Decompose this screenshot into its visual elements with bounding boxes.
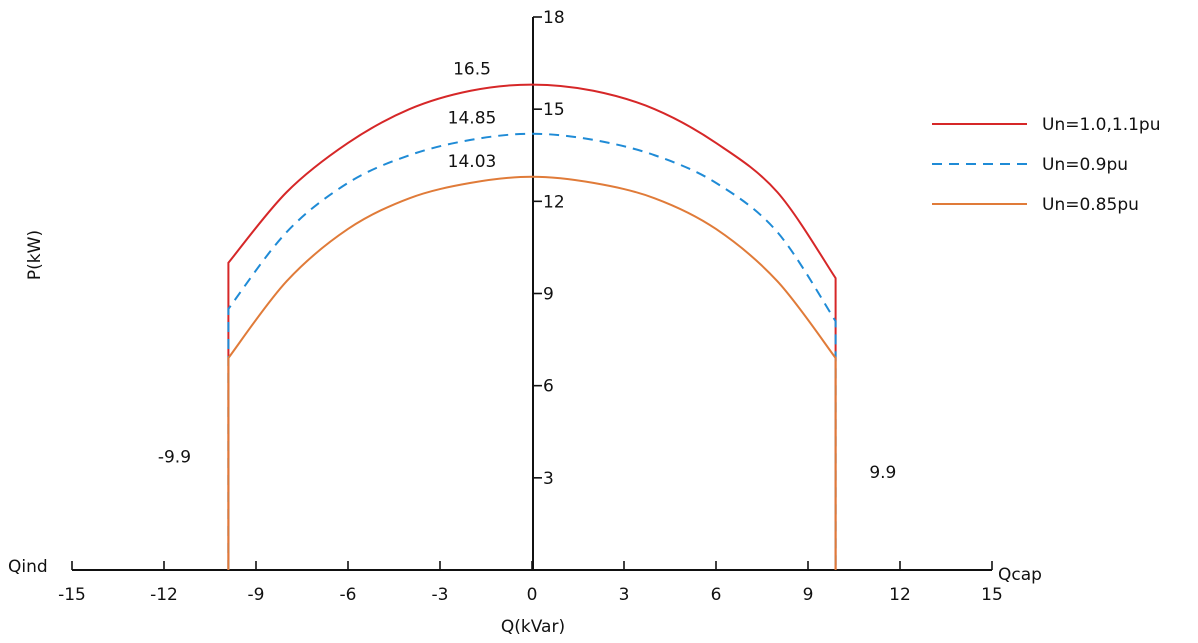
peak-value-label: 14.03 <box>448 152 497 172</box>
x-axis-negative-end-label: Qind <box>8 557 48 577</box>
x-tick-label: 3 <box>619 585 630 605</box>
x-tick-label: 9 <box>803 585 814 605</box>
x-tick-label: 6 <box>711 585 722 605</box>
y-tick-label: 9 <box>543 285 554 305</box>
x-tick-label: -6 <box>340 585 357 605</box>
series-line-3 <box>227 175 837 570</box>
x-tick-label: -3 <box>432 585 449 605</box>
x-axis-positive-end-label: Qcap <box>998 565 1042 585</box>
y-tick-label: 6 <box>543 377 554 397</box>
x-tick-label: 0 <box>527 585 538 605</box>
x-tick-label: 15 <box>981 585 1003 605</box>
y-tick-label: 3 <box>543 469 554 489</box>
peak-value-label: 14.85 <box>448 109 497 129</box>
x-tick-label: 12 <box>889 585 911 605</box>
y-tick-label: 15 <box>543 100 565 120</box>
series-line-1 <box>227 83 837 570</box>
legend-entry: Un=0.85pu <box>1042 195 1139 215</box>
x-axis-label: Q(kVar) <box>501 617 565 637</box>
x-tick-label: -12 <box>150 585 178 605</box>
legend-entry: Un=1.0,1.1pu <box>1042 115 1161 135</box>
series-line-2 <box>227 132 837 570</box>
x-tick-label: -9 <box>248 585 265 605</box>
y-tick-label: 18 <box>543 8 565 28</box>
y-tick-label: 12 <box>543 192 565 212</box>
x-tick-label: -15 <box>58 585 86 605</box>
legend-entry: Un=0.9pu <box>1042 155 1128 175</box>
y-axis-label: P(kW) <box>25 230 45 280</box>
peak-value-label: 16.5 <box>453 60 491 80</box>
annotation-label: 9.9 <box>869 463 896 483</box>
annotation-label: -9.9 <box>158 447 191 467</box>
